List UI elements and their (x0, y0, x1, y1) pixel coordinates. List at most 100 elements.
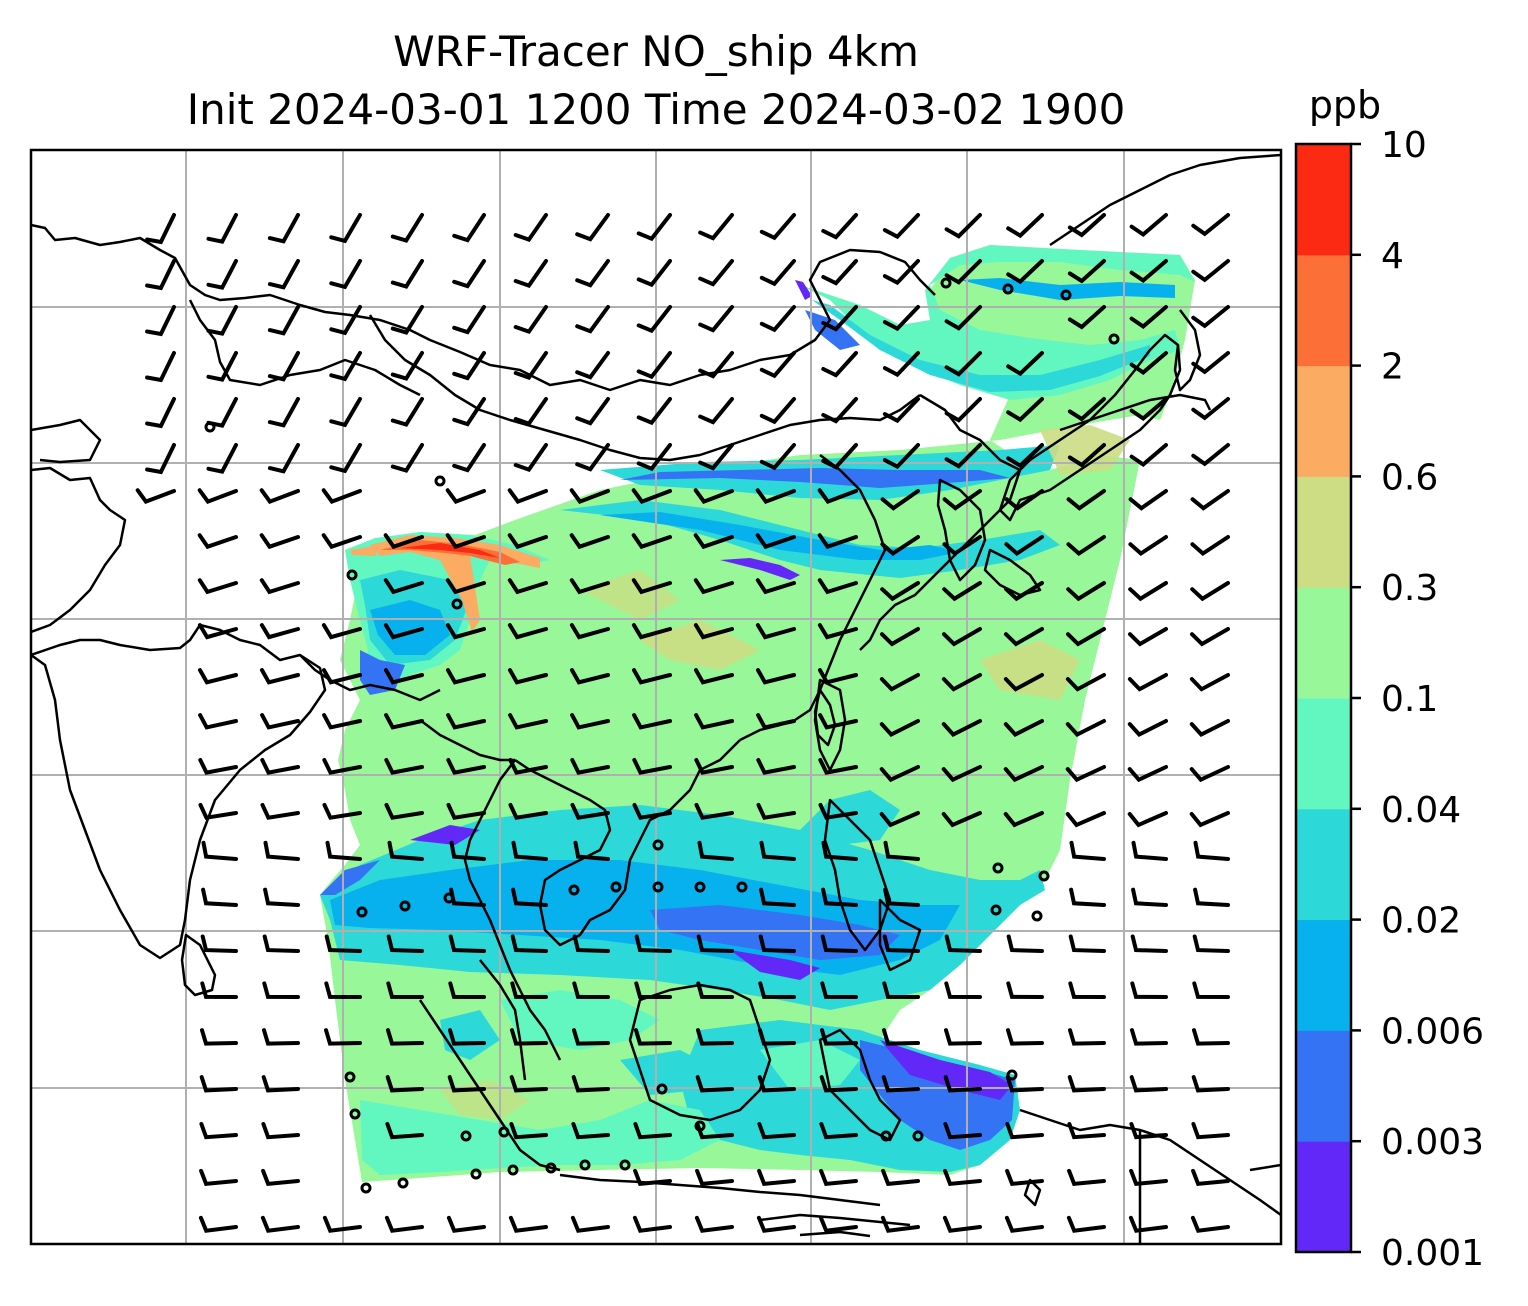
wind-barb (880, 535, 920, 557)
wind-barb (698, 305, 734, 333)
wind-barb (941, 673, 982, 692)
wind-barb (944, 259, 982, 285)
calm-wind-marker (619, 1159, 631, 1171)
wind-barb (631, 623, 672, 640)
wind-barb (1190, 489, 1230, 511)
wind-barb (759, 305, 796, 333)
wind-barb (513, 259, 548, 288)
wind-barb (1191, 397, 1230, 421)
wind-barb (817, 578, 858, 595)
wind-barb (513, 351, 548, 380)
wind-barb (698, 213, 734, 241)
wind-barb (755, 488, 796, 505)
wind-barb (756, 1215, 796, 1233)
calm-wind-marker (992, 862, 1004, 874)
wind-barb (572, 981, 610, 999)
wind-barb (1068, 1028, 1106, 1046)
colorbar-tick-label: 0.003 (1381, 1122, 1484, 1163)
wind-barb (1191, 1168, 1230, 1187)
wind-barb (1192, 1028, 1230, 1046)
colorbar-tick-label: 10 (1381, 125, 1427, 166)
wind-barb (1129, 1122, 1168, 1140)
calm-wind-marker (498, 1126, 510, 1138)
wind-barb (452, 443, 486, 473)
wind-barb (329, 305, 362, 336)
colorbar-segment (1296, 1030, 1351, 1142)
wind-barb (198, 758, 238, 775)
wind-barb (819, 1075, 858, 1093)
wind-barb (1006, 1028, 1044, 1046)
wind-barb (206, 259, 238, 290)
wind-barb (943, 1122, 982, 1140)
wind-barb (818, 668, 858, 685)
wind-barb (1067, 259, 1106, 284)
wind-barb (1006, 443, 1044, 469)
wind-barb (575, 259, 610, 288)
wind-barb (817, 533, 858, 550)
wind-barb (1191, 1075, 1230, 1093)
wind-barb (198, 1215, 238, 1233)
wind-barb (267, 397, 300, 428)
wind-barb (631, 533, 672, 550)
wind-barb (267, 213, 300, 244)
wind-barb (1193, 840, 1230, 861)
wind-barb (569, 623, 610, 640)
wind-barb (267, 443, 300, 474)
wind-barb (1127, 673, 1168, 692)
wind-barb (260, 713, 300, 730)
wind-barb (1003, 719, 1044, 737)
wind-barb (570, 803, 610, 820)
wind-barb (509, 1122, 548, 1140)
wind-barb (820, 981, 858, 999)
wind-barbs (135, 213, 1230, 1233)
wind-barb (817, 623, 858, 640)
wind-barb (445, 623, 486, 640)
wind-barb (1192, 981, 1230, 999)
wind-barb (632, 713, 672, 730)
calm-wind-marker (399, 900, 411, 912)
wind-barb (206, 213, 238, 244)
wind-barb (821, 351, 858, 378)
wind-barb (199, 1122, 238, 1140)
wind-barb (882, 397, 920, 424)
wind-barb (942, 581, 982, 602)
wind-barb (322, 668, 362, 685)
wind-barb (632, 758, 672, 775)
wind-barb (206, 351, 238, 382)
wind-barb (321, 488, 362, 505)
wind-barb (511, 840, 548, 861)
calm-wind-marker (344, 1071, 356, 1083)
wind-barb (1006, 397, 1044, 423)
wind-barb (569, 578, 610, 595)
wind-barb (883, 840, 920, 861)
wind-barb (695, 1168, 734, 1187)
wind-barb (1068, 934, 1106, 953)
wind-barb (145, 397, 176, 429)
wind-barb (452, 259, 486, 289)
wind-barb (446, 1215, 486, 1233)
wind-barb (260, 1215, 300, 1233)
wind-barb (452, 305, 486, 335)
wind-barb (1189, 811, 1230, 828)
wind-barb (1129, 397, 1168, 422)
colorbar-tick-label: 0.001 (1381, 1233, 1484, 1274)
wind-barb (509, 1075, 548, 1093)
wind-barb (1003, 765, 1044, 783)
calm-wind-marker (1038, 870, 1050, 882)
wind-barb (1004, 581, 1044, 602)
wind-barb (879, 811, 920, 828)
wind-barb (1065, 765, 1106, 783)
wind-barb (386, 934, 424, 953)
wind-barb (329, 259, 362, 290)
wind-barb (145, 351, 176, 383)
wind-barb (942, 489, 982, 511)
wind-barb (698, 259, 734, 287)
wind-barb (1004, 627, 1044, 647)
wind-barb (1189, 719, 1230, 737)
wind-barb (1005, 1122, 1044, 1140)
wind-barb (1065, 811, 1106, 828)
wind-barb (387, 840, 424, 861)
wind-barb (821, 305, 858, 332)
wind-barb (759, 887, 796, 907)
wind-barb (820, 1028, 858, 1046)
